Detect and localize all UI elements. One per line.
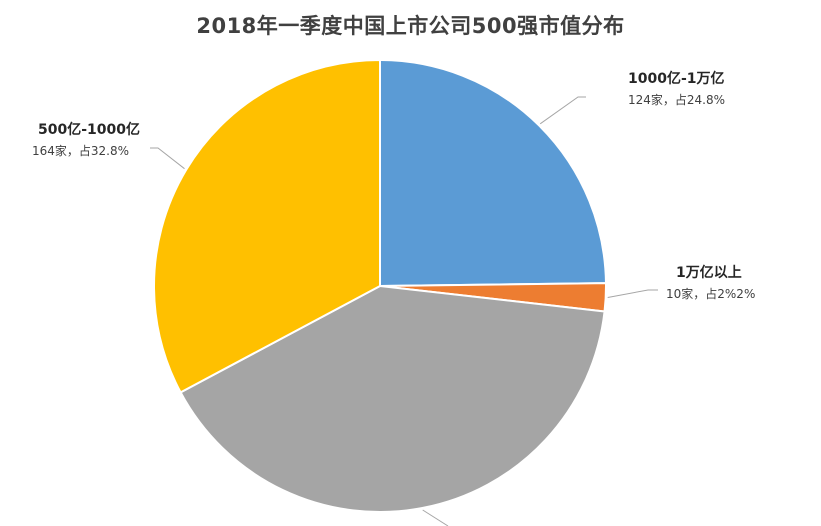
slice-detail-500yi-1000yi: 164家，占32.8% (32, 143, 129, 158)
leader-line-1000yi-1wanyi (539, 96, 586, 125)
chart-title: 2018年一季度中国上市公司500强市值分布 (196, 14, 625, 38)
leader-line-gray (422, 509, 449, 526)
slice-500yi-1000yi (152, 58, 381, 394)
leader-line-500yi-1000yi (150, 147, 185, 170)
slice-1000yi-1wanyi (379, 58, 607, 288)
leader-line-1wanyi-above (607, 289, 658, 298)
slice-label-1wanyi-above: 1万亿以上 (676, 264, 742, 281)
slice-gray (179, 284, 606, 513)
slice-label-500yi-1000yi: 500亿-1000亿 (38, 121, 140, 138)
slice-detail-1wanyi-above: 10家，占2%2% (666, 286, 755, 301)
slice-detail-1000yi-1wanyi: 124家，占24.8% (628, 92, 725, 107)
slice-label-1000yi-1wanyi: 1000亿-1万亿 (628, 70, 725, 87)
